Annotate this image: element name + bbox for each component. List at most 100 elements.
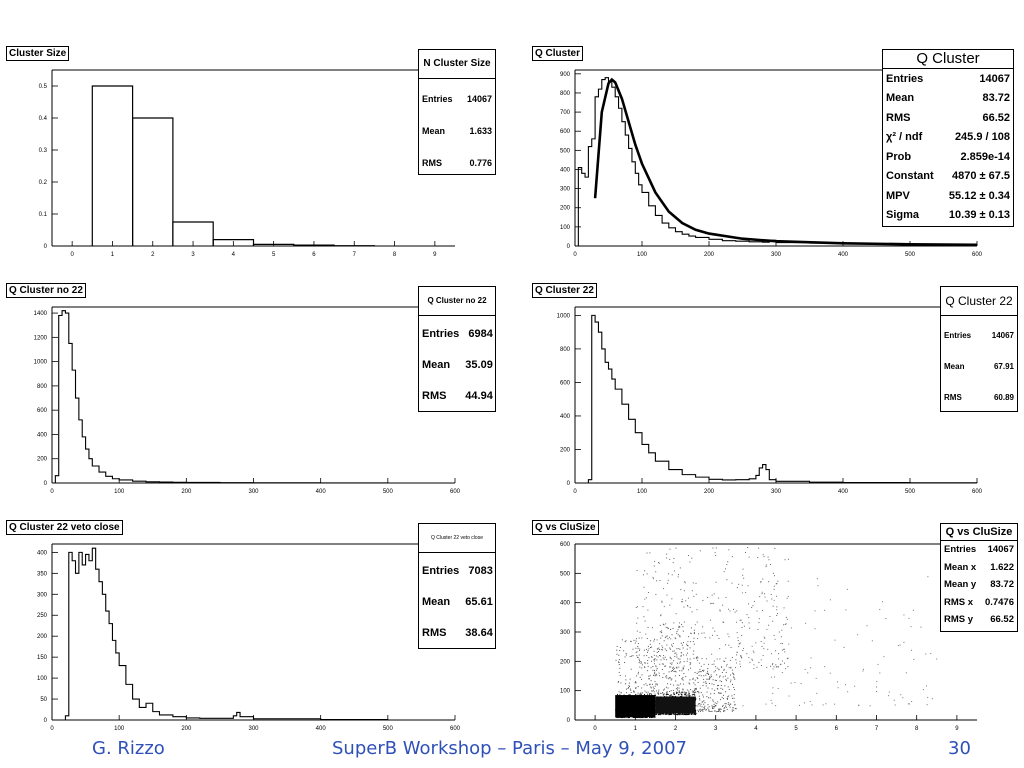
x-tick-label: 9: [955, 726, 959, 732]
scatter-point: [761, 591, 763, 593]
scatter-point: [670, 695, 672, 697]
scatter-point: [644, 666, 646, 668]
scatter-point: [616, 645, 618, 647]
scatter-point: [665, 713, 667, 715]
scatter-point: [647, 609, 649, 611]
scatter-point: [733, 686, 735, 688]
scatter-point: [708, 710, 710, 712]
scatter-point: [748, 657, 750, 659]
x-tick-label: 1: [634, 726, 638, 732]
stats-value: 65.61: [465, 595, 493, 608]
y-tick-label: 500: [560, 571, 571, 577]
scatter-point: [655, 713, 657, 715]
stats-value: 14067: [991, 331, 1014, 340]
scatter-point: [723, 709, 725, 711]
scatter-point: [679, 670, 681, 672]
scatter-point: [666, 675, 668, 677]
scatter-point: [755, 642, 757, 644]
scatter-point: [763, 648, 765, 650]
scatter-point: [635, 682, 637, 684]
scatter-point: [643, 586, 645, 588]
scatter-point: [714, 706, 716, 708]
scatter-point: [758, 618, 760, 620]
scatter-point: [734, 703, 736, 705]
scatter-point: [765, 703, 767, 705]
stats-table: Entries 6984 Mean 35.09 RMS 44.94: [419, 318, 496, 411]
scatter-point: [693, 682, 695, 684]
scatter-point: [903, 641, 905, 643]
scatter-point: [771, 702, 773, 704]
stats-box-title: Q Cluster: [883, 50, 1013, 69]
scatter-point: [669, 558, 671, 560]
scatter-point: [645, 691, 647, 693]
scatter-point: [764, 596, 766, 598]
scatter-point: [920, 626, 922, 628]
x-tick-label: 400: [316, 489, 327, 495]
scatter-point: [686, 692, 688, 694]
scatter-point: [768, 624, 770, 626]
scatter-point: [845, 684, 847, 686]
scatter-point: [615, 716, 617, 718]
scatter-point: [712, 627, 714, 629]
scatter-point: [674, 670, 676, 672]
scatter-point: [673, 660, 675, 662]
chart-svg: 0 1 2 3 4 5 6 7 8 9 0 0.1 0.2 0.3 0.4 0.5: [39, 69, 455, 258]
scatter-point: [706, 672, 708, 674]
scatter-point: [764, 593, 766, 595]
y-tick-label: 0: [44, 718, 48, 724]
scatter-point: [683, 714, 685, 716]
scatter-point: [925, 685, 927, 687]
chart-svg: 0 100 200 300 400 500 600 0 200 400 600 800 1000 1200…: [34, 306, 461, 495]
scatter-point: [737, 637, 739, 639]
scatter-point: [677, 658, 679, 660]
stats-box-title: Q Cluster 22: [941, 287, 1017, 316]
scatter-point: [927, 576, 929, 578]
stats-label: RMS x: [944, 596, 974, 608]
scatter-point: [657, 648, 659, 650]
scatter-point: [725, 596, 727, 598]
scatter-point: [635, 606, 637, 608]
scatter-point: [724, 710, 726, 712]
stats-box-title: Q vs CluSize: [941, 524, 1017, 541]
scatter-point: [727, 561, 729, 563]
scatter-point: [645, 683, 647, 685]
scatter-point: [647, 662, 649, 664]
scatter-point: [668, 636, 670, 638]
scatter-point: [723, 668, 725, 670]
x-tick-label: 3: [714, 726, 718, 732]
x-tick-label: 500: [383, 726, 394, 732]
scatter-point: [678, 627, 680, 629]
scatter-point: [815, 677, 817, 679]
scatter-point: [712, 705, 714, 707]
scatter-point: [664, 648, 666, 650]
scatter-point: [681, 601, 683, 603]
scatter-point: [816, 692, 818, 694]
stats-value: 67.91: [993, 362, 1014, 371]
scatter-point: [733, 674, 735, 676]
x-tick-label: 4: [232, 252, 236, 258]
scatter-point: [620, 692, 622, 694]
scatter-point: [738, 583, 740, 585]
scatter-point: [682, 691, 684, 693]
histogram-line: [52, 310, 455, 484]
scatter-point: [726, 708, 728, 710]
scatter-point: [617, 716, 619, 718]
scatter-point: [785, 623, 787, 625]
scatter-point: [654, 560, 656, 562]
scatter-point: [732, 672, 734, 674]
footer-author: G. Rizzo: [92, 738, 165, 759]
scatter-point: [640, 662, 642, 664]
scatter-point: [922, 689, 924, 691]
scatter-point: [633, 690, 635, 692]
scatter-point: [684, 691, 686, 693]
scatter-point: [711, 688, 713, 690]
scatter-point: [743, 625, 745, 627]
scatter-point: [731, 582, 733, 584]
scatter-point: [746, 653, 748, 655]
scatter-point: [719, 609, 721, 611]
scatter-point: [681, 691, 683, 693]
scatter-point: [701, 632, 703, 634]
scatter-point: [740, 619, 742, 621]
scatter-point: [616, 653, 618, 655]
scatter-point: [736, 621, 738, 623]
